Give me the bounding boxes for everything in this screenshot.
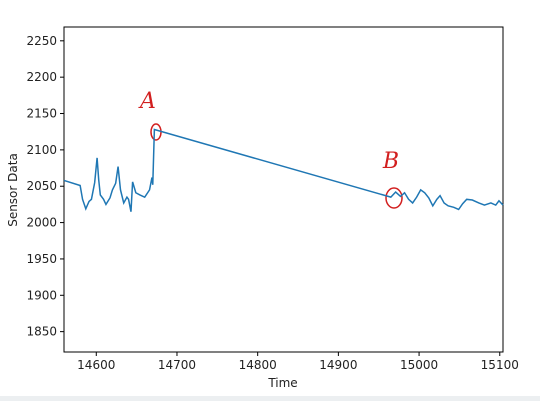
- x-tick-label: 14800: [239, 358, 277, 372]
- y-tick-label: 2150: [26, 107, 57, 121]
- annotation-b: B: [382, 149, 399, 174]
- circle-a: [150, 123, 162, 141]
- y-tick-label: 2200: [26, 70, 57, 84]
- y-tick-label: 2100: [26, 143, 57, 157]
- circle-b: [385, 187, 403, 209]
- x-tick-label: 14900: [319, 358, 357, 372]
- plot-frame: [63, 26, 504, 353]
- x-tick-label: 15000: [400, 358, 438, 372]
- x-tick-label: 14600: [77, 358, 115, 372]
- x-tick-label: 15100: [481, 358, 519, 372]
- data-line: [63, 128, 504, 212]
- y-axis-label: Sensor Data: [6, 153, 20, 227]
- y-tick-label: 2000: [26, 216, 57, 230]
- annotation-a: A: [138, 89, 156, 114]
- x-tick-label: 14700: [158, 358, 196, 372]
- y-tick-label: 1850: [26, 325, 57, 339]
- y-tick-label: 2050: [26, 179, 57, 193]
- x-axis-label: Time: [267, 376, 297, 390]
- y-tick-label: 1900: [26, 288, 57, 302]
- hand-marks: [150, 123, 403, 209]
- y-tick-label: 2250: [26, 34, 57, 48]
- bottom-bar: [0, 396, 540, 401]
- y-tick-label: 1950: [26, 252, 57, 266]
